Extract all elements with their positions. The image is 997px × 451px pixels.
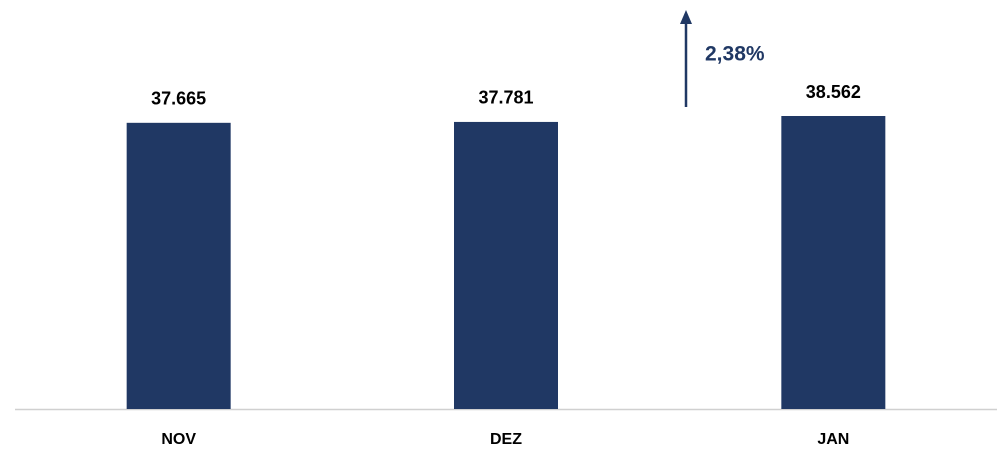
- bar: [126, 122, 231, 409]
- annotation: 2,38%: [705, 43, 765, 66]
- trend-arrow-head: [680, 10, 692, 24]
- value-label: 37.665: [151, 89, 206, 109]
- x-tick-label: NOV: [161, 431, 196, 448]
- value-label: 38.562: [806, 82, 861, 102]
- x-tick-label: JAN: [817, 431, 849, 448]
- x-tick-label: DEZ: [490, 431, 522, 448]
- value-label: 37.781: [478, 88, 533, 108]
- bar: [781, 116, 886, 409]
- bar: [454, 121, 558, 410]
